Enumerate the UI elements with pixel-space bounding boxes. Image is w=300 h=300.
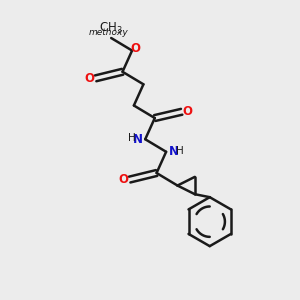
Text: N: N: [133, 133, 143, 146]
Text: H: H: [128, 133, 136, 143]
Text: methoxy: methoxy: [88, 28, 128, 37]
Text: CH$_3$: CH$_3$: [99, 20, 123, 36]
Text: O: O: [183, 105, 193, 118]
Text: H: H: [176, 146, 184, 156]
Text: O: O: [131, 42, 141, 55]
Text: N: N: [169, 145, 178, 158]
Text: O: O: [85, 72, 95, 85]
Text: O: O: [119, 173, 129, 186]
